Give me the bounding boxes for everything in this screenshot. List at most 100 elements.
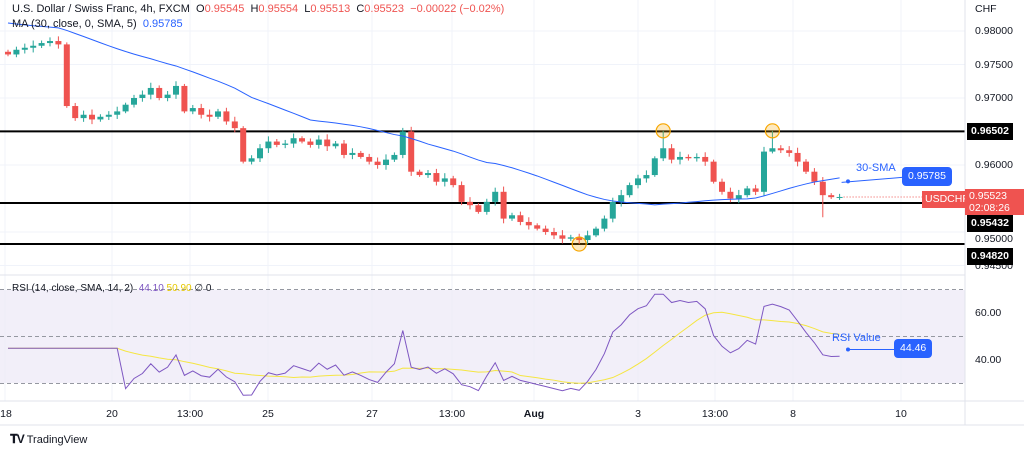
- candle: [777, 145, 784, 154]
- candle-body: [30, 45, 37, 48]
- rsi-annotation-value[interactable]: 44.46: [894, 339, 933, 358]
- candle-body: [702, 156, 709, 162]
- candle: [273, 139, 280, 148]
- candle-body: [341, 143, 347, 155]
- candle-body: [836, 196, 843, 198]
- candle: [693, 153, 700, 162]
- candle: [803, 159, 809, 174]
- swing-point-marker: [764, 123, 781, 139]
- rsi-tick-40: 40.00: [975, 354, 1002, 366]
- candle-body: [55, 41, 62, 45]
- candle: [433, 168, 440, 186]
- candle-body: [660, 148, 667, 159]
- ma-legend-value: 0.95785: [142, 18, 183, 30]
- candle: [105, 111, 112, 121]
- candle-body: [299, 138, 305, 142]
- tradingview-logo[interactable]: 𝐓V TradingView: [10, 432, 87, 447]
- candle-body: [584, 235, 591, 241]
- candle: [727, 187, 734, 203]
- candle: [341, 139, 347, 159]
- swing-point-marker: [655, 123, 671, 139]
- price-tick: 0.96000: [975, 159, 1013, 171]
- open-label: O: [196, 3, 205, 15]
- candle-body: [38, 43, 45, 46]
- level-price-tag: 0.94820: [967, 248, 1013, 265]
- candle: [206, 109, 213, 122]
- candle: [38, 40, 45, 49]
- candle: [735, 189, 742, 204]
- candle: [819, 177, 826, 218]
- candle-body: [819, 181, 826, 196]
- candle-body: [391, 154, 398, 160]
- candle-body: [525, 221, 532, 226]
- candle-body: [777, 148, 784, 151]
- rsi-annotation-text: RSI Value: [832, 332, 881, 344]
- candle: [668, 144, 675, 164]
- candle: [609, 197, 616, 223]
- symbol-title: U.S. Dollar / Swiss Franc, 4h, FXCM: [12, 3, 190, 15]
- ma-legend[interactable]: MA (30, close, 0, SMA, 5) 0.95785: [12, 18, 183, 30]
- time-tick: 18: [0, 408, 12, 420]
- candle: [265, 136, 272, 153]
- candle: [534, 223, 541, 231]
- candle-body: [458, 185, 465, 202]
- candle-body: [257, 148, 263, 159]
- candle: [332, 141, 339, 149]
- candle: [492, 187, 499, 206]
- candle: [643, 170, 650, 183]
- candle-body: [752, 188, 759, 192]
- horizontal-levels[interactable]: [0, 130, 965, 246]
- candle: [315, 135, 322, 149]
- candle-body: [744, 188, 751, 196]
- candle: [307, 138, 314, 148]
- candle-body: [357, 152, 364, 157]
- candle: [425, 169, 431, 178]
- candle: [349, 148, 356, 160]
- candle-body: [567, 237, 574, 239]
- candle-body: [576, 237, 583, 241]
- candle-body: [794, 152, 801, 162]
- symbol-tag: USDCHF: [922, 191, 972, 208]
- candle-body: [122, 104, 129, 112]
- candle: [450, 175, 457, 188]
- candle: [551, 227, 557, 240]
- low-value: 0.95513: [310, 3, 351, 15]
- time-tick: 13:00: [701, 408, 729, 420]
- candle: [458, 181, 465, 206]
- sma-annotation-value[interactable]: 0.95785: [902, 167, 952, 186]
- candle-body: [240, 128, 247, 162]
- change-value: −0.00022 (−0.02%): [410, 3, 505, 15]
- candle: [114, 106, 121, 119]
- candle-body: [677, 156, 683, 160]
- rsi-legend[interactable]: RSI (14, close, SMA, 14, 2) 44.10 50.90 …: [12, 283, 211, 294]
- sma-annotation-dot: [846, 179, 850, 184]
- candle-body: [551, 232, 557, 236]
- candle-body: [181, 85, 188, 112]
- rsi-legend-label: RSI (14, close, SMA, 14, 2): [12, 283, 134, 294]
- time-tick: 20: [106, 408, 118, 420]
- candle-body: [282, 143, 289, 145]
- candle: [215, 108, 221, 120]
- candle: [542, 225, 549, 235]
- candle-body: [47, 41, 53, 44]
- rsi-legend-value: 44.10: [138, 283, 164, 294]
- time-tick: 13:00: [438, 408, 466, 420]
- rsi-background: [0, 290, 965, 383]
- candle-body: [349, 152, 356, 155]
- candle-body: [307, 141, 314, 145]
- candle-body: [366, 156, 373, 162]
- swing-point-marker: [571, 236, 587, 252]
- candle: [357, 150, 364, 159]
- candle: [786, 146, 793, 157]
- candle: [131, 94, 137, 108]
- candle: [173, 81, 179, 99]
- candle: [198, 103, 205, 119]
- candle: [30, 40, 37, 53]
- candle-body: [735, 195, 742, 199]
- candle: [794, 147, 801, 167]
- price-tick: 0.97500: [975, 58, 1013, 71]
- annotation-lines: [841, 176, 922, 352]
- candle: [299, 136, 305, 144]
- candle: [240, 126, 247, 164]
